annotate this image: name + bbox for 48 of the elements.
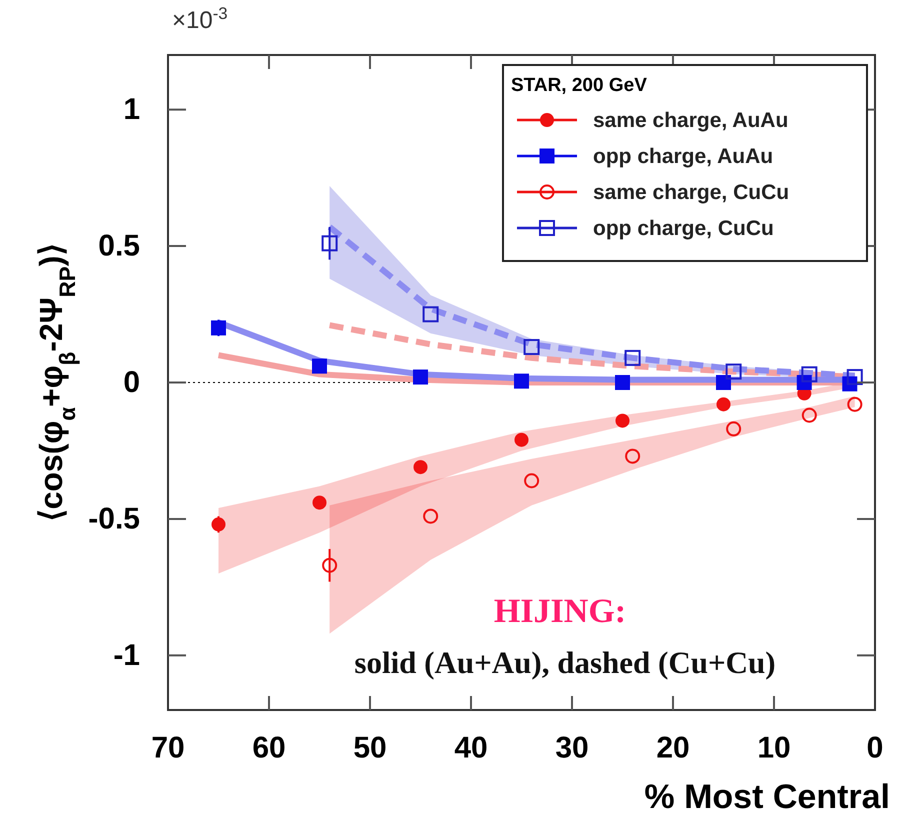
point — [211, 320, 226, 336]
point — [615, 375, 630, 390]
x-tick-label: 0 — [866, 731, 884, 764]
text: ×10$^{-3}$ — [172, 4, 228, 34]
legend-label: same charge, CuCu — [593, 181, 790, 204]
x-tick-label: 60 — [252, 731, 286, 764]
point — [414, 460, 428, 474]
point — [716, 375, 731, 390]
point — [423, 508, 438, 524]
x-tick-label: 30 — [555, 731, 589, 764]
point — [524, 473, 540, 488]
point — [726, 364, 742, 380]
y-tick-label: 0 — [123, 366, 140, 400]
point — [524, 339, 540, 356]
point — [322, 235, 338, 252]
point — [312, 358, 327, 374]
x-tick-label: 20 — [656, 731, 690, 764]
point — [726, 421, 742, 436]
point — [322, 558, 338, 573]
x-tick-label: 70 — [151, 731, 185, 764]
legend-label: same charge, AuAu — [593, 109, 788, 132]
y-tick-label: 0.5 — [98, 230, 140, 263]
annotation: HIJING: — [494, 593, 626, 630]
point — [514, 432, 528, 447]
point — [802, 408, 817, 423]
y-tick-label: -0.5 — [88, 502, 140, 536]
point — [514, 374, 529, 389]
x-axis-title: % Most Central — [644, 778, 890, 816]
point — [847, 396, 862, 412]
legend-title: STAR, 200 GeV — [511, 75, 648, 96]
point — [801, 366, 818, 382]
legend-label: opp charge, AuAu — [593, 145, 774, 168]
point — [413, 370, 428, 385]
y-tick-label: 1 — [123, 93, 140, 126]
point — [212, 517, 226, 532]
point — [422, 306, 439, 322]
x-tick-label: 10 — [757, 731, 791, 764]
point — [312, 496, 326, 510]
point — [625, 448, 640, 464]
x-tick-label: 50 — [353, 731, 387, 764]
x-tick-label: 40 — [454, 731, 488, 764]
point — [716, 397, 730, 412]
legend-label: opp charge, CuCu — [593, 217, 774, 240]
annotation: solid (Au+Au), dashed (Cu+Cu) — [354, 645, 776, 680]
point — [624, 350, 641, 366]
point — [616, 414, 630, 428]
y-tick-label: -1 — [113, 639, 140, 672]
point — [846, 369, 863, 386]
